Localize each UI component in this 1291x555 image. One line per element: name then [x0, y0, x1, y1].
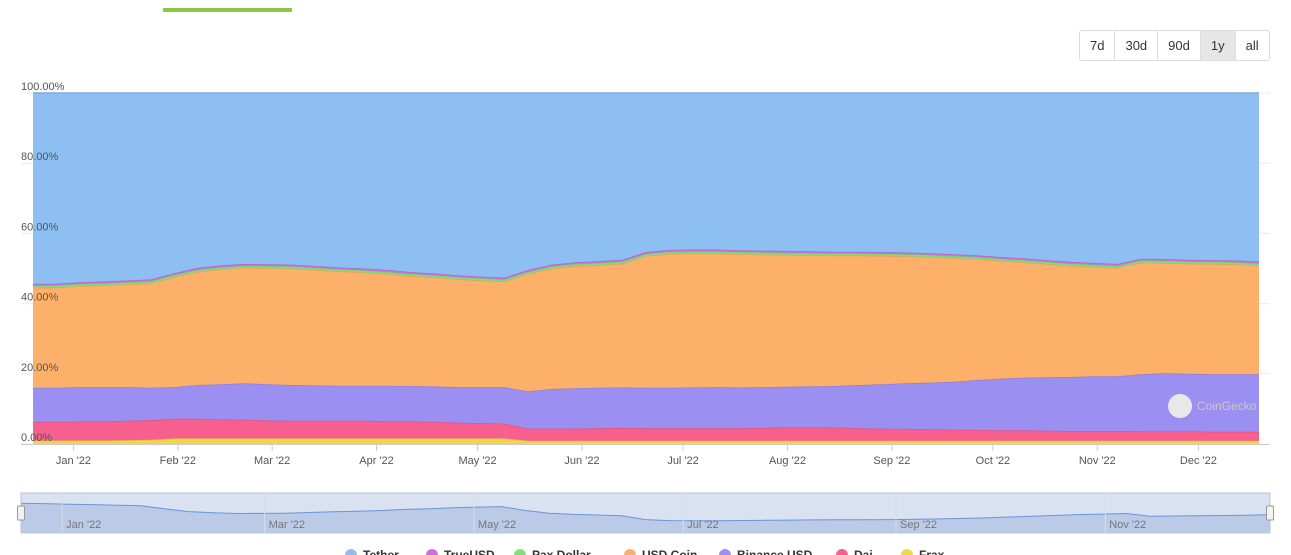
x-tick-label: Mar '22 [254, 455, 290, 467]
x-tick-label: May '22 [458, 455, 496, 467]
legend-swatch [836, 549, 848, 555]
range-navigator[interactable]: Jan '22 Mar '22 May '22 Jul '22 Sep '22 Nov '… [17, 492, 1274, 534]
legend-swatch [719, 549, 731, 555]
legend-label: Dai [854, 548, 873, 555]
watermark: CoinGecko [1168, 394, 1257, 418]
x-tick-label: Jun '22 [564, 455, 599, 467]
navigator-tick-label: Jul '22 [687, 519, 718, 531]
range-selector: 7d 30d 90d 1y all [1079, 30, 1270, 61]
navigator-left-handle[interactable] [17, 505, 25, 521]
legend-item-dai[interactable]: Dai [836, 548, 873, 555]
legend-label: USD Coin [642, 548, 697, 555]
legend-label: Tether [363, 548, 399, 555]
range-all-button[interactable]: all [1245, 38, 1259, 53]
navigator-selection[interactable] [20, 492, 1271, 534]
x-tick-label: Jul '22 [667, 455, 698, 467]
y-axis: 0.00% 20.00% 40.00% 60.00% 80.00% 100.00% [21, 81, 65, 444]
legend: Tether TrueUSD Pax Dollar USD Coin Binance U… [345, 548, 945, 555]
legend-item-pax-dollar[interactable]: Pax Dollar [514, 548, 591, 555]
navigator-tick-label: Nov '22 [1109, 519, 1146, 531]
series-area-tether [33, 93, 1259, 284]
legend-label: Pax Dollar [532, 548, 591, 555]
x-tick-label: Apr '22 [359, 455, 394, 467]
range-1y-button[interactable]: 1y [1200, 31, 1236, 60]
x-tick-label: Feb '22 [160, 455, 196, 467]
legend-swatch [514, 549, 526, 555]
series-areas [32, 92, 1260, 444]
y-tick-label: 40.00% [21, 292, 59, 304]
x-tick-label: Dec '22 [1180, 455, 1217, 467]
legend-swatch [624, 549, 636, 555]
legend-swatch [426, 549, 438, 555]
navigator-tick-label: Sep '22 [900, 519, 937, 531]
legend-label: TrueUSD [444, 548, 495, 555]
range-30d-button[interactable]: 30d [1115, 31, 1159, 60]
x-tick-label: Aug '22 [769, 455, 806, 467]
range-90d-button[interactable]: 90d [1158, 31, 1201, 60]
legend-label: Frax [919, 548, 945, 555]
range-7d-button[interactable]: 7d [1080, 31, 1116, 60]
x-tick-label: Nov '22 [1079, 455, 1116, 467]
x-axis: Jan '22 Feb '22 Mar '22 Apr '22 May '22 Jun '… [21, 444, 1270, 467]
navigator-tick-label: Mar '22 [269, 519, 305, 531]
legend-item-binance-usd[interactable]: Binance USD [719, 548, 813, 555]
navigator-series-area [21, 503, 1270, 533]
y-tick-label: 60.00% [21, 221, 59, 233]
x-tick-label: Oct '22 [976, 455, 1011, 467]
legend-label: Binance USD [737, 548, 813, 555]
coingecko-logo-icon [1168, 394, 1192, 418]
legend-swatch [345, 549, 357, 555]
series-area-binance-usd [33, 373, 1259, 432]
x-tick-label: Jan '22 [56, 455, 91, 467]
y-tick-label: 100.00% [21, 81, 65, 93]
watermark-text: CoinGecko [1197, 399, 1257, 413]
navigator-tick-label: Jan '22 [66, 519, 101, 531]
navigator-tick-label: May '22 [478, 519, 516, 531]
legend-item-frax[interactable]: Frax [901, 548, 945, 555]
active-tab-indicator [163, 8, 292, 12]
series-area-usd-coin [33, 253, 1259, 392]
navigator-series-line [20, 502, 1271, 522]
y-tick-label: 80.00% [21, 151, 59, 163]
x-tick-label: Sep '22 [873, 455, 910, 467]
navigator-right-handle[interactable] [1266, 505, 1274, 521]
legend-item-tether[interactable]: Tether [345, 548, 399, 555]
legend-item-usd-coin[interactable]: USD Coin [624, 548, 697, 555]
legend-swatch [901, 549, 913, 555]
y-tick-label: 20.00% [21, 362, 59, 374]
legend-item-trueusd[interactable]: TrueUSD [426, 548, 495, 555]
series-area-dai [33, 418, 1259, 441]
y-tick-label: 0.00% [21, 432, 52, 444]
